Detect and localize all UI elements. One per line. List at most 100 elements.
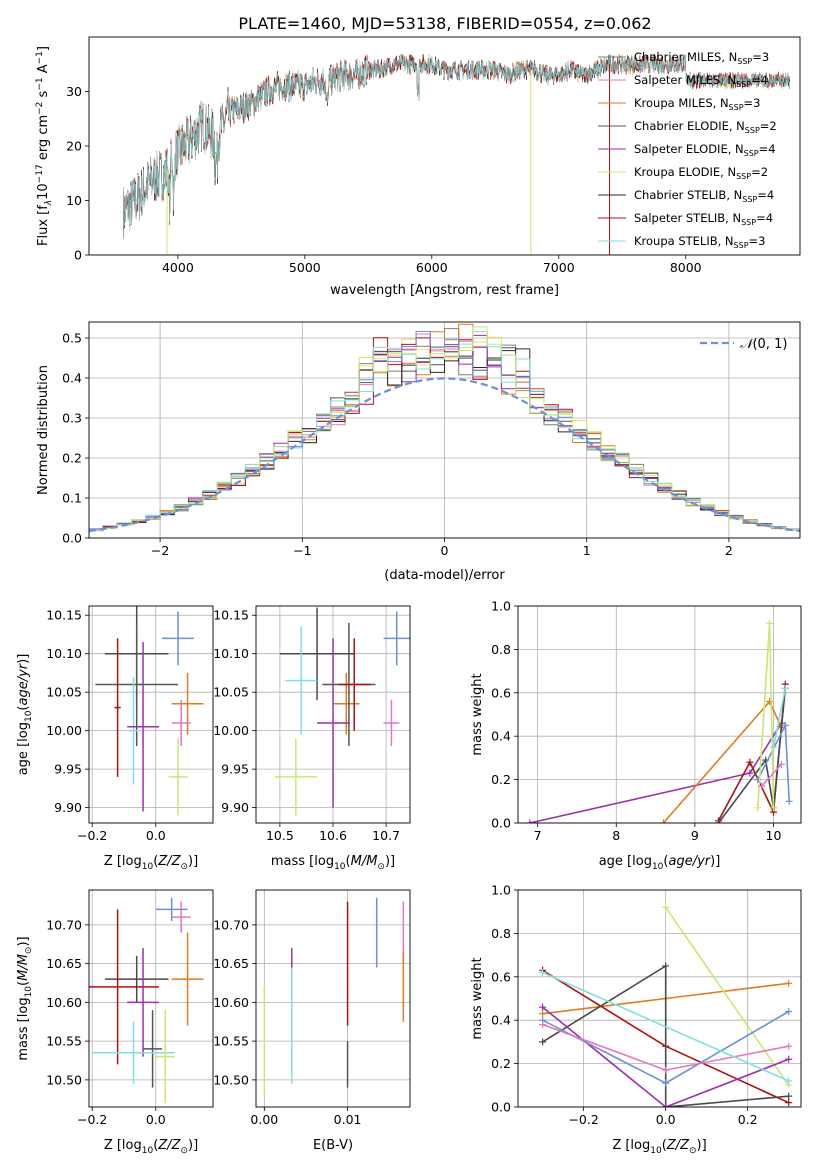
plot-area-residuals (89, 323, 800, 533)
legend-entry: Kroupa ELODIE, NSSP=2 (634, 165, 768, 181)
weight-line-2 (717, 684, 787, 822)
y-tick-label: 30 (66, 84, 82, 99)
x-axis-label: Z [log10(Z/Z⊙)] (104, 854, 198, 872)
plot-area-spectrum (123, 53, 791, 255)
axes-frame (255, 605, 411, 824)
weight-marker (785, 1055, 793, 1063)
weight-marker (785, 797, 793, 805)
y-tick-label: 1.0 (491, 883, 511, 898)
y-tick-label: 10.15 (46, 608, 82, 623)
x-axis-label: Z [log10(Z/Z⊙)] (612, 1138, 706, 1156)
figure-title: PLATE=1460, MJD=53138, FIBERID=0554, z=0… (238, 14, 651, 33)
weight-marker (769, 743, 777, 751)
y-tick-label: 10 (66, 193, 82, 208)
x-tick-label: 5000 (289, 260, 321, 275)
weight-marker (781, 684, 789, 692)
y-tick-label: 10.65 (46, 956, 82, 971)
histogram-6 (89, 348, 800, 532)
x-axis-label: mass [log10(M/M⊙)] (271, 854, 395, 872)
x-tick-label: 6000 (416, 260, 448, 275)
y-tick-label: 10.70 (46, 917, 82, 932)
y-tick-label: 9.90 (54, 800, 82, 815)
weight-marker (785, 1099, 793, 1107)
weight-marker (785, 1042, 793, 1050)
x-tick-label: 0.0 (146, 1112, 166, 1127)
weight-line-7 (772, 688, 787, 748)
y-tick-label: 0.6 (491, 969, 511, 984)
y-tick-label: 0.4 (491, 729, 511, 744)
y-tick-label: 10.00 (213, 723, 249, 738)
weight-marker (785, 1077, 793, 1085)
weight-marker (781, 721, 789, 729)
x-tick-label: −0.2 (77, 1112, 107, 1127)
y-tick-label: 0.2 (491, 772, 511, 787)
weight-marker (539, 1021, 547, 1029)
spectrum-legend: Chabrier MILES, NSSP=3 Salpeter MILES, NS… (598, 50, 777, 250)
histogram-9 (89, 330, 800, 530)
weight-line-7 (542, 971, 790, 1082)
panel-age-vs-mass: 10.5 10.6 10.7 9.90 9.95 10.00 10.05 10.10 10.15… (213, 605, 411, 872)
legend-entry: Salpeter STELIB, NSSP=4 (634, 211, 773, 227)
x-tick-label: 2 (725, 543, 733, 558)
y-tick-label: 0.4 (62, 371, 82, 386)
y-tick-label: 0.3 (62, 411, 82, 426)
y-axis-label: Normed distribution (36, 365, 51, 495)
weight-marker (659, 819, 667, 823)
plot-area-weight-vs-Z (539, 903, 793, 1107)
weight-marker (662, 1066, 670, 1074)
weight-line-3 (542, 964, 789, 1107)
x-tick-label: −0.2 (77, 828, 107, 843)
x-tick-label: 0.00 (250, 1112, 278, 1127)
x-tick-label: 0 (441, 543, 449, 558)
weight-marker (785, 1008, 793, 1016)
weight-marker (766, 619, 774, 627)
gaussian-reference-line (89, 377, 800, 533)
weight-marker (539, 1038, 547, 1046)
weight-marker (769, 804, 777, 812)
weight-line-2 (665, 906, 790, 1086)
plot-area-age-vs-mass (274, 607, 410, 816)
x-tick-label: 0.0 (656, 1112, 676, 1127)
y-tick-label: 10.05 (213, 685, 249, 700)
y-tick-label: 10.10 (46, 646, 82, 661)
x-tick-label: −0.2 (568, 1112, 598, 1127)
y-tick-label: 10.60 (213, 995, 249, 1010)
weight-marker (785, 1092, 793, 1100)
weight-marker (746, 769, 754, 777)
x-tick-label: 1 (583, 543, 591, 558)
y-tick-label: 9.95 (221, 762, 249, 777)
weight-marker (662, 903, 670, 911)
y-axis-label: mass [log10(M/M⊙)] (16, 936, 34, 1060)
weight-marker (662, 1079, 670, 1087)
y-axis-label: Flux [fλ10−17 erg cm−2 s−1 A−1] (35, 46, 54, 246)
legend-entry: Salpeter ELODIE, NSSP=4 (634, 142, 776, 158)
legend-entry: Kroupa STELIB, NSSP=3 (634, 234, 765, 250)
axes-frame (88, 321, 801, 539)
weight-marker (758, 782, 766, 790)
y-tick-label: 9.90 (221, 800, 249, 815)
panel-weight-vs-Z: −0.2 0.0 0.2 0.0 0.2 0.4 0.6 0.8 1.0 mass weight Z… (470, 883, 802, 1156)
x-tick-label: 10.6 (319, 828, 347, 843)
x-tick-label: 10 (766, 828, 782, 843)
plot-area-mass-vs-ebv (263, 897, 405, 1096)
x-axis-label: Z [log10(Z/Z⊙)] (104, 1138, 198, 1156)
panel-age-vs-Z: −0.2 0.0 9.90 9.95 10.00 10.05 10.10 10.15 age [… (16, 605, 214, 872)
legend-entry: Salpeter MILES, NSSP=4 (634, 73, 768, 89)
y-tick-label: 10.50 (213, 1072, 249, 1087)
weight-marker (746, 758, 754, 766)
x-tick-label: 7000 (543, 260, 575, 275)
x-axis-label: (data-model)/error (384, 568, 505, 583)
y-tick-label: 0.0 (491, 816, 511, 831)
y-tick-label: 10.00 (46, 723, 82, 738)
legend-entry: Chabrier MILES, NSSP=3 (634, 50, 769, 66)
legend-entry: Kroupa MILES, NSSP=3 (634, 96, 760, 112)
panel-residuals: −2 −1 0 1 2 0.0 0.1 0.2 0.3 0.4 0.5 (data-model)/er… (36, 321, 801, 583)
y-tick-label: 0.0 (62, 531, 82, 546)
weight-marker (539, 1003, 547, 1011)
y-tick-label: 0 (74, 248, 82, 263)
weight-marker (754, 804, 762, 812)
legend-entry: 𝒩(0, 1) (740, 337, 787, 352)
y-tick-label: 1.0 (491, 599, 511, 614)
weight-line-5 (757, 623, 775, 808)
